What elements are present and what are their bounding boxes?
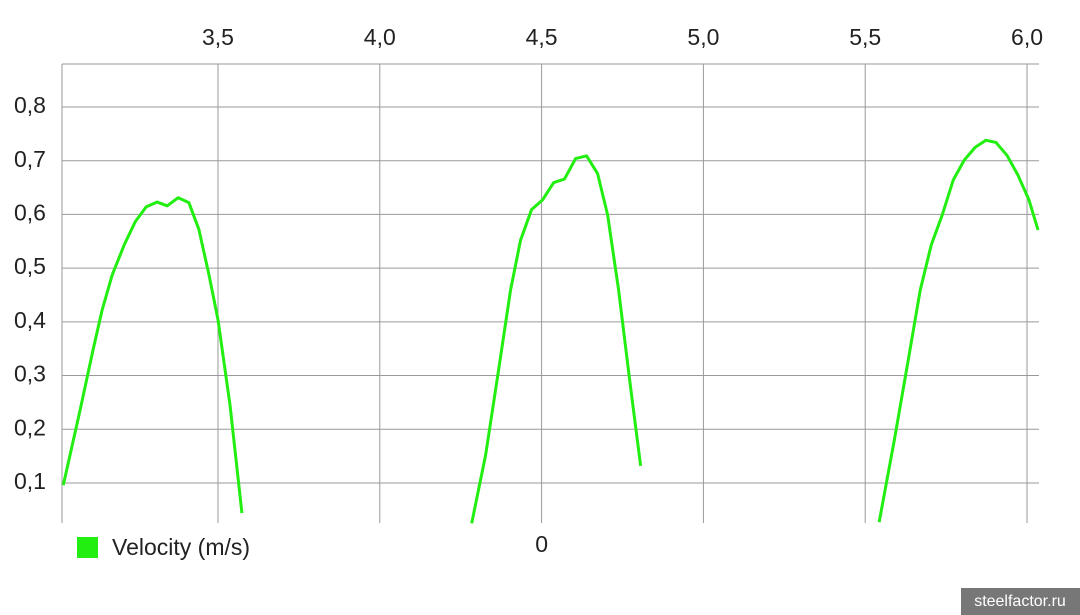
- x-tick-label: 4,0: [364, 24, 396, 50]
- x-tick-label: 4,5: [526, 24, 558, 50]
- y-tick-label: 0,2: [14, 414, 46, 440]
- y-tick-label: 0,7: [14, 146, 46, 172]
- watermark: steelfactor.ru: [974, 593, 1066, 610]
- x-tick-label: 6,0: [1011, 24, 1043, 50]
- y-tick-label: 0,3: [14, 361, 46, 387]
- y-tick-label: 0,5: [14, 253, 46, 279]
- watermark-bg: [961, 588, 1080, 615]
- y-tick-label: 0,6: [14, 199, 46, 225]
- x-tick-label: 3,5: [202, 24, 234, 50]
- y-tick-label: 0,1: [14, 468, 46, 494]
- annotation: 0: [535, 531, 548, 557]
- legend-label: Velocity (m/s): [112, 534, 250, 560]
- y-tick-label: 0,8: [14, 92, 46, 118]
- x-tick-label: 5,0: [687, 24, 719, 50]
- x-tick-label: 5,5: [849, 24, 881, 50]
- series-line: [61, 138, 1040, 524]
- legend-swatch: [77, 537, 98, 558]
- y-tick-label: 0,4: [14, 307, 46, 333]
